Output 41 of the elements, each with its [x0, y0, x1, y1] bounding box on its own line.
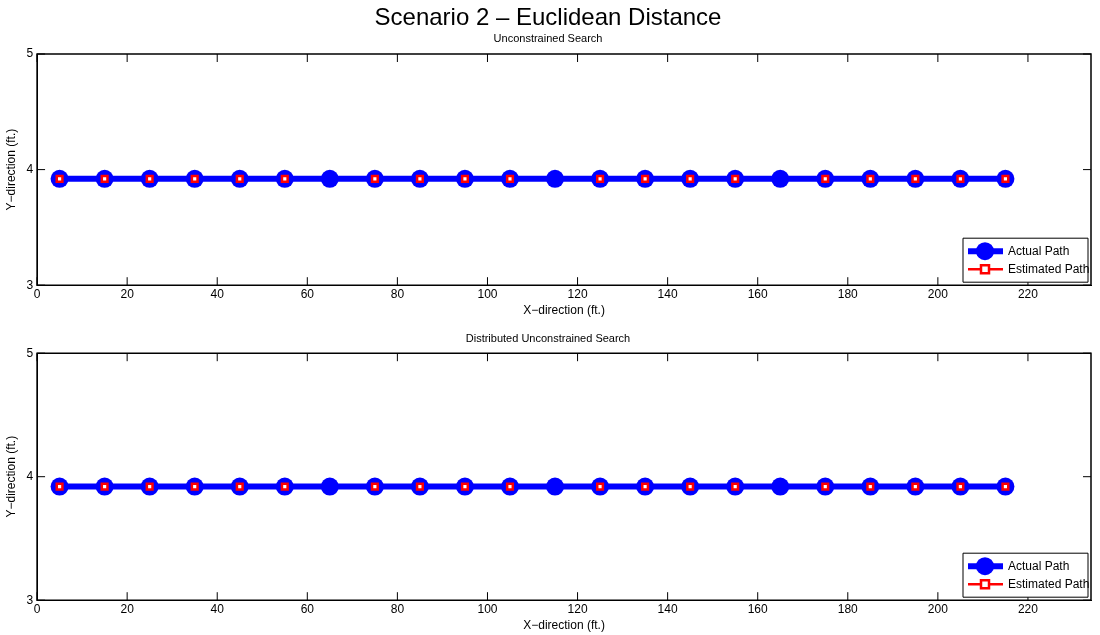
- x-tick-label: 0: [33, 601, 41, 616]
- y-axis-title: Y−direction (ft.): [3, 128, 18, 211]
- y-tick-label: 4: [26, 469, 34, 484]
- x-tick-label: 20: [120, 286, 135, 301]
- x-tick-label: 200: [927, 601, 949, 616]
- legend-label: Actual Path: [1008, 558, 1070, 573]
- chart-title: Scenario 2 – Euclidean Distance: [374, 3, 722, 31]
- x-tick-label: 120: [567, 601, 588, 616]
- x-axis-title: X−direction (ft.): [523, 303, 605, 318]
- x-tick-label: 20: [120, 601, 135, 616]
- x-axis-title: X−direction (ft.): [523, 618, 605, 633]
- y-tick-label: 3: [26, 592, 34, 607]
- x-tick-label: 60: [300, 601, 315, 616]
- y-tick-label: 4: [26, 161, 34, 176]
- x-tick-label: 220: [1017, 286, 1039, 301]
- x-tick-label: 140: [657, 286, 678, 301]
- x-tick-label: 100: [477, 601, 498, 616]
- x-tick-label: 60: [300, 286, 315, 301]
- x-tick-label: 0: [33, 286, 41, 301]
- x-tick-label: 80: [390, 286, 405, 301]
- x-tick-label: 80: [390, 601, 405, 616]
- x-tick-label: 40: [210, 601, 225, 616]
- x-tick-label: 200: [927, 286, 949, 301]
- y-tick-label: 5: [26, 345, 34, 360]
- legend-label: Estimated Path: [1008, 576, 1090, 591]
- y-tick-label: 5: [26, 46, 34, 61]
- x-tick-label: 100: [477, 286, 498, 301]
- y-axis-title: Y−direction (ft.): [3, 435, 18, 518]
- x-tick-label: 160: [747, 286, 769, 301]
- x-tick-label: 40: [210, 286, 225, 301]
- x-tick-label: 140: [657, 601, 678, 616]
- legend-label: Estimated Path: [1008, 261, 1090, 276]
- x-tick-label: 120: [567, 286, 588, 301]
- legend-label: Actual Path: [1008, 243, 1070, 258]
- chart-subtitle: Distributed Unconstrained Search: [465, 331, 631, 344]
- x-tick-label: 160: [747, 601, 769, 616]
- chart-subtitle: Unconstrained Search: [493, 32, 603, 45]
- x-tick-label: 180: [837, 286, 859, 301]
- y-tick-label: 3: [26, 277, 34, 292]
- x-tick-label: 220: [1017, 601, 1039, 616]
- x-tick-label: 180: [837, 601, 859, 616]
